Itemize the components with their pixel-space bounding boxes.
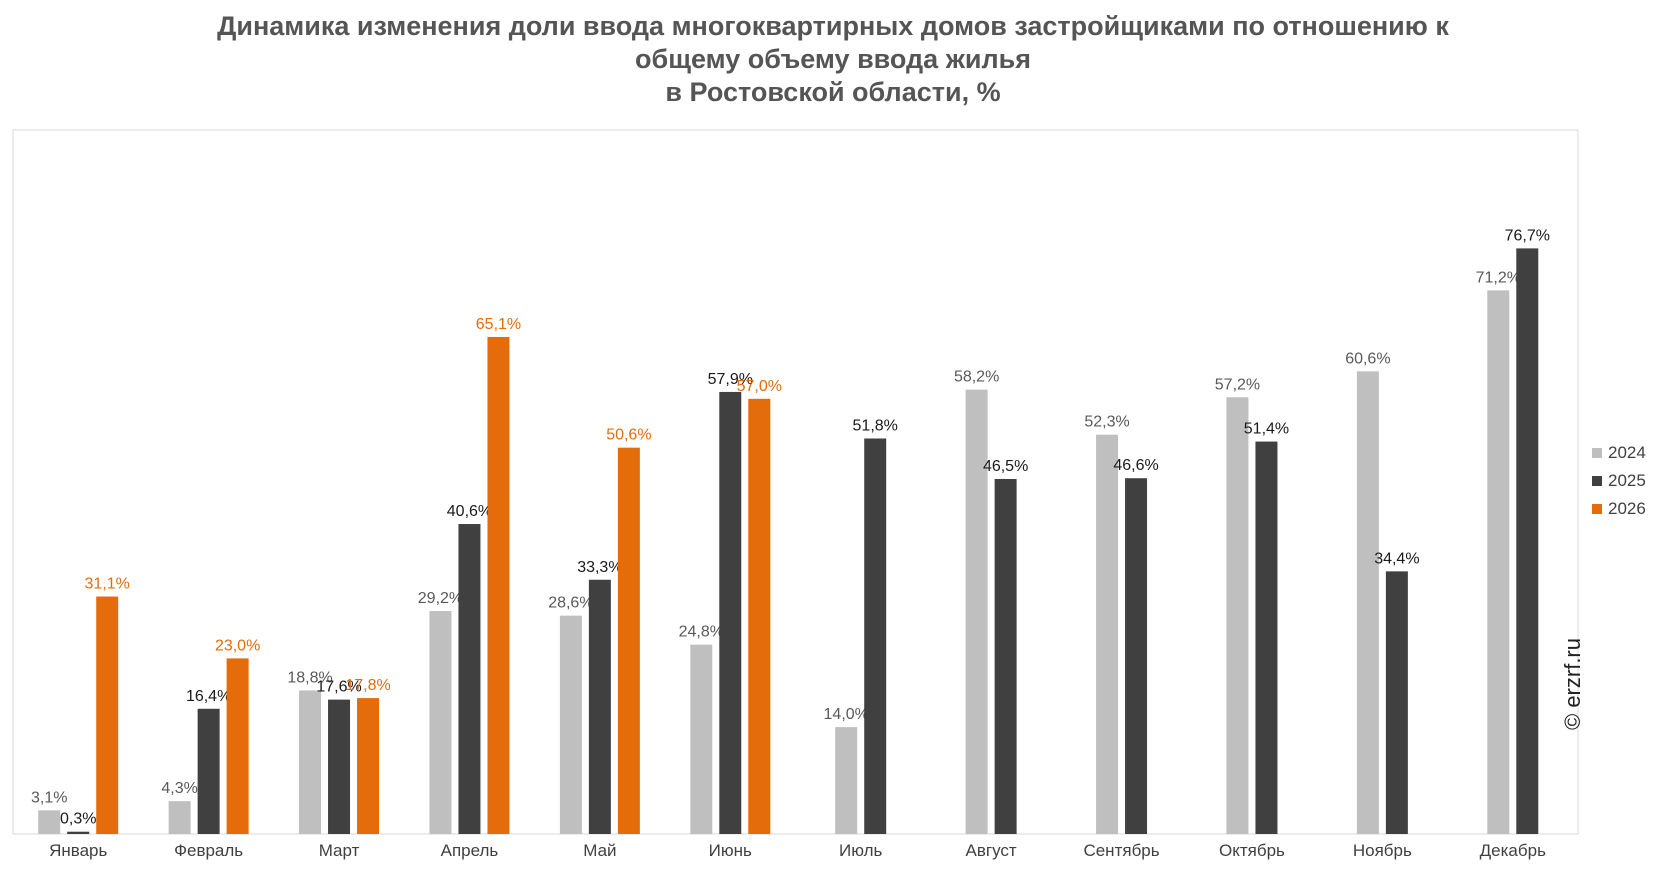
bar-2024-10 [1356,371,1379,834]
x-tick-label-9: Октябрь [1219,841,1285,860]
data-label-2025-8: 46,6% [1113,457,1158,474]
data-label-2024-11: 71,2% [1476,269,1521,286]
bar-2026-4 [617,447,640,834]
bar-2025-7 [994,478,1017,834]
bar-2025-8 [1125,478,1148,834]
data-label-2024-2: 18,8% [287,669,332,686]
bar-2026-0 [96,596,119,834]
x-tick-label-10: Ноябрь [1353,841,1412,860]
bar-2024-0 [38,810,61,834]
x-tick-label-2: Март [319,841,360,860]
data-label-2024-1: 4,3% [161,780,197,797]
data-label-2024-3: 29,2% [418,590,463,607]
x-tick-label-4: Май [583,841,616,860]
bar-2024-1 [168,801,191,834]
data-label-2025-2: 17,6% [316,679,361,696]
data-label-2024-10: 60,6% [1345,350,1390,367]
legend-swatch-2026 [1592,504,1602,514]
data-label-2024-9: 57,2% [1215,376,1260,393]
bar-2025-0 [67,831,90,834]
data-label-2025-10: 34,4% [1374,550,1419,567]
x-tick-label-11: Декабрь [1480,841,1546,860]
bar-2024-6 [835,727,858,834]
bar-2025-1 [197,708,220,834]
bar-2026-1 [226,658,249,834]
chart-title-line-3: в Ростовской области, % [665,77,1001,107]
data-label-2025-3: 40,6% [447,503,492,520]
legend-swatch-2025 [1592,476,1602,486]
x-tick-label-1: Февраль [174,841,243,860]
data-label-2025-11: 76,7% [1505,227,1550,244]
bar-2025-9 [1255,441,1278,834]
data-label-2024-5: 24,8% [679,624,724,641]
data-label-2024-4: 28,6% [548,595,593,612]
data-label-2025-1: 16,4% [186,688,231,705]
data-label-2024-6: 14,0% [824,706,869,723]
chart-title-line-1: Динамика изменения доли ввода многокварт… [217,11,1449,41]
bar-2026-3 [487,336,510,834]
legend-swatch-2024 [1592,448,1602,458]
data-label-2024-0: 3,1% [31,789,67,806]
bar-2026-2 [357,698,380,834]
data-label-2025-5: 57,9% [708,371,753,388]
chart-title: Динамика изменения доли ввода многокварт… [0,10,1666,109]
bar-2024-9 [1226,397,1249,834]
data-label-2025-0: 0,3% [60,811,96,828]
data-label-2026-0: 31,1% [85,576,130,593]
data-label-2024-7: 58,2% [954,369,999,386]
data-label-2025-4: 33,3% [577,559,622,576]
bar-2025-10 [1385,571,1408,834]
data-label-2026-3: 65,1% [476,316,521,333]
legend-label-2026: 2026 [1608,499,1646,518]
x-tick-label-3: Апрель [441,841,499,860]
data-label-2026-2: 17,8% [345,677,390,694]
x-tick-label-5: Июнь [709,841,752,860]
data-label-2025-9: 51,4% [1244,421,1289,438]
bar-2024-4 [559,615,582,834]
bar-2024-11 [1487,290,1510,834]
x-tick-label-6: Июль [839,841,883,860]
x-tick-label-8: Сентябрь [1083,841,1159,860]
bar-2026-5 [748,398,771,834]
bar-2024-8 [1096,434,1119,834]
bar-2025-5 [719,391,742,834]
data-label-2026-4: 50,6% [606,427,651,444]
data-label-2025-6: 51,8% [853,418,898,435]
bar-2025-6 [864,438,887,834]
bar-2025-3 [458,524,481,834]
data-label-2024-8: 52,3% [1084,414,1129,431]
data-label-2026-5: 57,0% [737,378,782,395]
chart-title-line-2: общему объему ввода жилья [635,44,1031,74]
x-tick-label-0: Январь [49,841,107,860]
bar-2025-4 [588,579,611,834]
legend-label-2024: 2024 [1608,443,1646,462]
legend-label-2025: 2025 [1608,471,1646,490]
bar-2024-2 [299,690,322,834]
bar-2024-5 [690,644,713,834]
watermark: © erzrf.ru [1560,638,1585,730]
data-label-2025-7: 46,5% [983,458,1028,475]
bar-2025-11 [1516,248,1539,834]
x-tick-label-7: Август [966,841,1017,860]
data-label-2026-1: 23,0% [215,637,260,654]
bar-2024-7 [965,389,988,834]
bar-2024-3 [429,611,452,834]
bar-2025-2 [328,699,351,834]
